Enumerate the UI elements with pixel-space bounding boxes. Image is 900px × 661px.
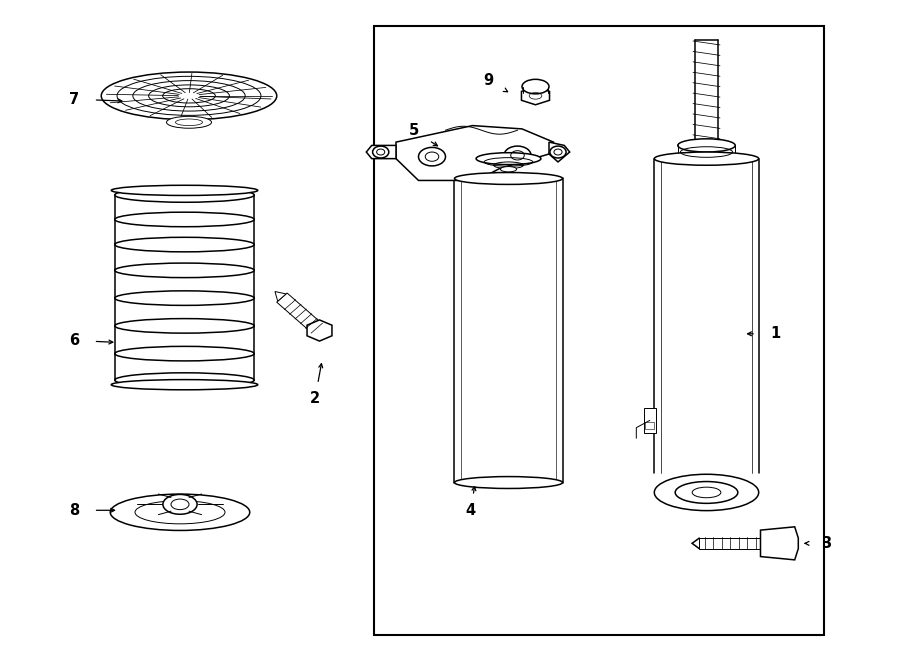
Text: 9: 9 [483,73,494,88]
Ellipse shape [115,373,254,387]
Ellipse shape [112,379,257,390]
Ellipse shape [163,494,197,514]
Ellipse shape [654,475,759,510]
Text: 6: 6 [68,333,79,348]
Ellipse shape [115,188,254,202]
Bar [699,538,760,549]
Ellipse shape [115,319,254,333]
Ellipse shape [550,146,566,158]
Polygon shape [521,87,550,104]
Text: 5: 5 [409,124,419,138]
Polygon shape [307,320,332,341]
Ellipse shape [115,237,254,252]
Ellipse shape [115,346,254,361]
Ellipse shape [522,79,549,94]
Text: 2: 2 [310,391,320,406]
Polygon shape [275,292,286,301]
Ellipse shape [115,263,254,278]
Polygon shape [549,142,570,162]
Ellipse shape [454,477,562,488]
Bar [645,422,654,429]
Ellipse shape [101,72,277,120]
Text: 4: 4 [465,503,476,518]
Ellipse shape [110,494,250,530]
Text: 3: 3 [821,536,832,551]
Polygon shape [760,527,798,560]
Ellipse shape [166,116,212,128]
Ellipse shape [500,167,517,172]
Ellipse shape [476,153,541,165]
Ellipse shape [692,487,721,498]
Ellipse shape [418,147,446,166]
Ellipse shape [115,291,254,305]
Bar [374,26,824,635]
Ellipse shape [654,152,759,165]
Ellipse shape [504,146,531,165]
Polygon shape [276,293,325,335]
Ellipse shape [115,212,254,227]
Text: 1: 1 [770,327,781,341]
Polygon shape [396,126,554,180]
Ellipse shape [373,146,389,158]
Text: 7: 7 [68,92,79,106]
Polygon shape [366,145,396,159]
Ellipse shape [678,139,735,152]
Text: 8: 8 [68,503,79,518]
Bar [644,408,656,433]
Ellipse shape [454,173,562,184]
Ellipse shape [112,185,257,196]
